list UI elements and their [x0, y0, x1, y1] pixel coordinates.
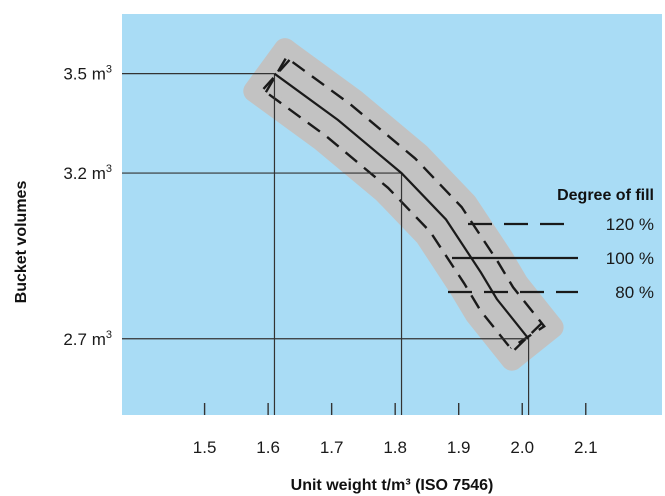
fill-120-curve [260, 59, 543, 354]
reference-lines [122, 73, 530, 415]
fill-100-curve [273, 72, 530, 340]
x-ticks: 1.5 1.6 1.7 1.8 1.9 2.0 2.1 [193, 403, 598, 457]
y-tick-label-0: 3.5 m3 [63, 64, 112, 84]
y-tick-label-1: 3.2 m3 [63, 163, 112, 183]
y-tick-label-2: 2.7 m3 [63, 329, 112, 349]
legend: Degree of fill 120 % 100 % 80 % [448, 187, 654, 302]
x-tick-label-4: 1.9 [447, 438, 471, 457]
legend-label-80: 80 % [615, 283, 654, 302]
x-tick-label-0: 1.5 [193, 438, 217, 457]
fill-80-curve [264, 55, 546, 350]
y-axis-title: Bucket volumes [13, 181, 30, 304]
x-axis-title: Unit weight t/m³ (ISO 7546) [291, 477, 494, 494]
y-tick-labels: 3.5 m3 3.2 m3 2.7 m3 [63, 64, 112, 349]
legend-label-120: 120 % [606, 215, 654, 234]
x-tick-label-3: 1.8 [383, 438, 407, 457]
x-tick-label-2: 1.7 [320, 438, 344, 457]
x-tick-label-5: 2.0 [510, 438, 534, 457]
x-tick-label-6: 2.1 [574, 438, 598, 457]
x-tick-label-1: 1.6 [256, 438, 280, 457]
legend-title: Degree of fill [557, 187, 654, 204]
legend-label-100: 100 % [606, 249, 654, 268]
